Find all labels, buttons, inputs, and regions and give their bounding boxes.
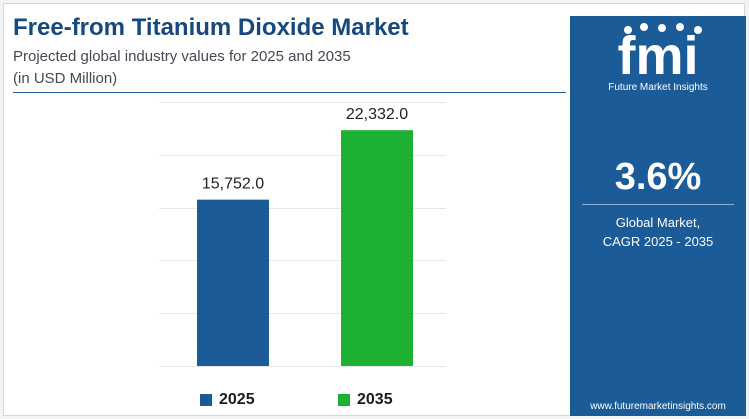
legend-item-2035: 2035 [338, 391, 393, 409]
bar-2035 [341, 130, 413, 366]
cagr-divider [582, 204, 734, 205]
legend-item-2025: 2025 [200, 391, 255, 409]
logo-dot-icon [624, 26, 632, 34]
bar-2025 [197, 199, 269, 366]
title-divider [13, 92, 566, 93]
legend-swatch-2025 [200, 394, 212, 406]
cagr-value: 3.6% [614, 156, 702, 198]
cagr-label-line2: CAGR 2025 - 2035 [602, 234, 714, 249]
fmi-logo: fmi [618, 23, 702, 86]
legend-label-2025: 2025 [219, 391, 255, 408]
legend-label-2035: 2035 [357, 391, 393, 408]
cagr-label-line1: Global Market, [615, 215, 701, 230]
chart-unit-note: (in USD Million) [13, 70, 118, 87]
bar-value-label-2025: 15,752.0 [202, 176, 264, 193]
logo-dot-icon [694, 26, 702, 34]
brand-logo-text: fmi [618, 26, 699, 86]
chart-title: Free-from Titanium Dioxide Market [13, 14, 409, 41]
brand-tagline: Future Market Insights [608, 82, 708, 93]
legend-swatch-2035 [338, 394, 350, 406]
logo-dot-icon [658, 24, 666, 32]
chart-legend: 2025 2035 [4, 391, 569, 411]
infographic-card: Free-from Titanium Dioxide Market Projec… [3, 3, 746, 416]
website-url: www.futuremarketinsights.com [590, 401, 726, 412]
bar-value-label-2035: 22,332.0 [346, 106, 408, 123]
cagr-panel: fmi Future Market Insights 3.6% Global M… [570, 16, 746, 416]
chart-subtitle: Projected global industry values for 202… [13, 48, 351, 65]
logo-dot-icon [640, 23, 648, 31]
logo-dot-icon [676, 23, 684, 31]
bar-chart: 15,752.0 22,332.0 [159, 102, 446, 367]
